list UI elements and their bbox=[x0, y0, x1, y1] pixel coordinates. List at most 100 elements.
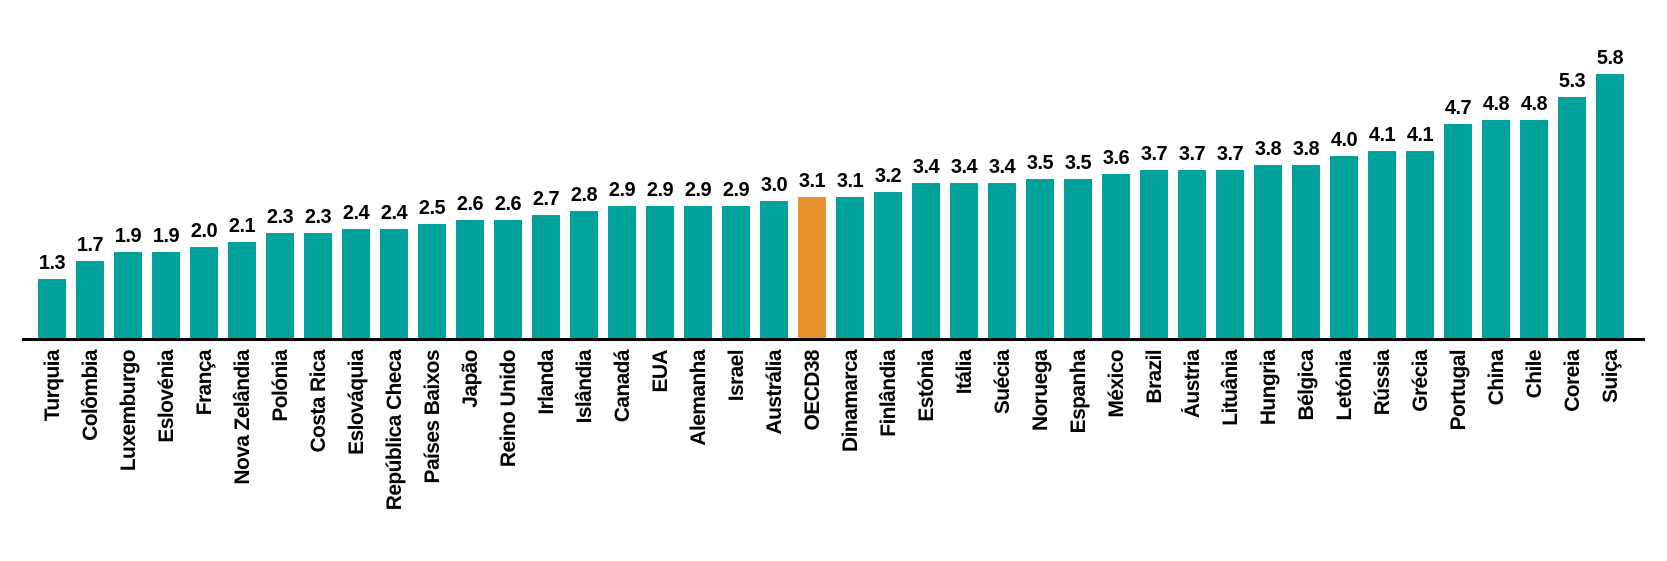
x-tick-label-wrap: Irlanda bbox=[527, 341, 565, 559]
x-tick-country-label: Bélgica bbox=[1294, 350, 1318, 421]
x-tick-country-label: Islândia bbox=[572, 350, 596, 424]
bar bbox=[646, 206, 674, 338]
bar-value-label: 2.6 bbox=[456, 193, 484, 215]
bar-area: 4.1 bbox=[1401, 0, 1439, 338]
x-tick-label-wrap: França bbox=[185, 341, 223, 559]
bar-value-label: 2.8 bbox=[570, 184, 598, 206]
x-tick-label-wrap: Canadá bbox=[603, 341, 641, 559]
x-tick-country-label: Países Baixos bbox=[420, 350, 444, 484]
bar-area: 5.8 bbox=[1591, 0, 1629, 338]
bar bbox=[798, 197, 826, 338]
x-tick-label-wrap: Japão bbox=[451, 341, 489, 559]
bar bbox=[38, 279, 66, 338]
bar-value-label: 4.1 bbox=[1368, 124, 1396, 146]
bar-column: 2.3 Polónia bbox=[261, 0, 299, 559]
bar-area: 4.1 bbox=[1363, 0, 1401, 338]
x-tick-country-label: China bbox=[1484, 350, 1508, 406]
bar-column: 3.1 OECD38 bbox=[793, 0, 831, 559]
x-tick-label-wrap: Polónia bbox=[261, 341, 299, 559]
x-tick-country-label: México bbox=[1104, 350, 1128, 418]
x-tick-label-wrap: Nova Zelândia bbox=[223, 341, 261, 559]
x-tick-country-label: Nova Zelândia bbox=[230, 350, 254, 485]
bar bbox=[190, 247, 218, 338]
bar bbox=[1254, 165, 1282, 338]
bar-area: 3.8 bbox=[1249, 0, 1287, 338]
bar-column: 2.3 Costa Rica bbox=[299, 0, 337, 559]
x-tick-country-label: Costa Rica bbox=[306, 350, 330, 453]
x-tick-country-label: Japão bbox=[458, 350, 482, 408]
bar-value-label: 2.4 bbox=[342, 202, 370, 224]
bar-value-label: 5.3 bbox=[1558, 70, 1586, 92]
bar-column: 2.7 Irlanda bbox=[527, 0, 565, 559]
bar-value-label: 2.4 bbox=[380, 202, 408, 224]
bar bbox=[760, 201, 788, 338]
bar-area: 4.8 bbox=[1477, 0, 1515, 338]
x-tick-country-label: Coreia bbox=[1560, 350, 1584, 412]
bar bbox=[1368, 151, 1396, 338]
bar bbox=[380, 229, 408, 338]
bar-value-label: 3.4 bbox=[912, 156, 940, 178]
bar-column: 2.1 Nova Zelândia bbox=[223, 0, 261, 559]
bar-value-label: 2.6 bbox=[494, 193, 522, 215]
x-tick-label-wrap: Coreia bbox=[1553, 341, 1591, 559]
x-tick-country-label: Chile bbox=[1522, 350, 1546, 399]
bar bbox=[684, 206, 712, 338]
x-tick-label-wrap: Dinamarca bbox=[831, 341, 869, 559]
bar-value-label: 5.8 bbox=[1596, 47, 1624, 69]
x-tick-label-wrap: Letónia bbox=[1325, 341, 1363, 559]
bar-column: 3.6 México bbox=[1097, 0, 1135, 559]
bar-column: 3.5 Noruega bbox=[1021, 0, 1059, 559]
bar bbox=[228, 242, 256, 338]
bar bbox=[266, 233, 294, 338]
x-tick-label-wrap: Noruega bbox=[1021, 341, 1059, 559]
bar-column: 1.9 Eslovénia bbox=[147, 0, 185, 559]
x-tick-label-wrap: República Checa bbox=[375, 341, 413, 559]
bar bbox=[1216, 170, 1244, 338]
x-tick-country-label: Canadá bbox=[610, 350, 634, 423]
bar-area: 3.4 bbox=[907, 0, 945, 338]
x-tick-label-wrap: Lituânia bbox=[1211, 341, 1249, 559]
bar-column: 3.8 Bélgica bbox=[1287, 0, 1325, 559]
bar bbox=[152, 252, 180, 338]
x-tick-country-label: Áustria bbox=[1180, 350, 1204, 419]
bar-column: 3.4 Suécia bbox=[983, 0, 1021, 559]
bar bbox=[836, 197, 864, 338]
bar bbox=[114, 252, 142, 338]
bar-column: 1.7 Colômbia bbox=[71, 0, 109, 559]
bar-area: 1.9 bbox=[147, 0, 185, 338]
bar-value-label: 1.3 bbox=[38, 252, 66, 274]
x-tick-label-wrap: Áustria bbox=[1173, 341, 1211, 559]
bar-area: 2.5 bbox=[413, 0, 451, 338]
x-tick-label-wrap: Suiça bbox=[1591, 341, 1629, 559]
x-tick-country-label: Luxemburgo bbox=[116, 350, 140, 472]
bar-area: 3.0 bbox=[755, 0, 793, 338]
bar-column: 1.9 Luxemburgo bbox=[109, 0, 147, 559]
bar bbox=[456, 220, 484, 338]
x-tick-label-wrap: Estónia bbox=[907, 341, 945, 559]
bar bbox=[874, 192, 902, 338]
bar-column: 2.6 Japão bbox=[451, 0, 489, 559]
bar-value-label: 1.9 bbox=[114, 225, 142, 247]
x-tick-country-label: Estónia bbox=[914, 350, 938, 422]
bar-value-label: 4.7 bbox=[1444, 97, 1472, 119]
x-tick-label-wrap: OECD38 bbox=[793, 341, 831, 559]
x-tick-country-label: Turquia bbox=[40, 350, 64, 422]
bar-area: 3.8 bbox=[1287, 0, 1325, 338]
x-tick-label-wrap: Luxemburgo bbox=[109, 341, 147, 559]
bar-value-label: 3.0 bbox=[760, 174, 788, 196]
bar-column: 1.3 Turquia bbox=[33, 0, 71, 559]
bar bbox=[1406, 151, 1434, 338]
x-tick-country-label: Lituânia bbox=[1218, 350, 1242, 426]
bar bbox=[1330, 156, 1358, 338]
bar-value-label: 1.7 bbox=[76, 234, 104, 256]
bar-column: 3.1 Dinamarca bbox=[831, 0, 869, 559]
bar-value-label: 2.3 bbox=[304, 206, 332, 228]
bar-column: 4.7 Portugal bbox=[1439, 0, 1477, 559]
bar bbox=[950, 183, 978, 338]
bar-value-label: 3.7 bbox=[1216, 143, 1244, 165]
bar-area: 2.9 bbox=[641, 0, 679, 338]
bar-column: 2.5 Países Baixos bbox=[413, 0, 451, 559]
bar-column: 2.9 Canadá bbox=[603, 0, 641, 559]
bar bbox=[1558, 97, 1586, 338]
